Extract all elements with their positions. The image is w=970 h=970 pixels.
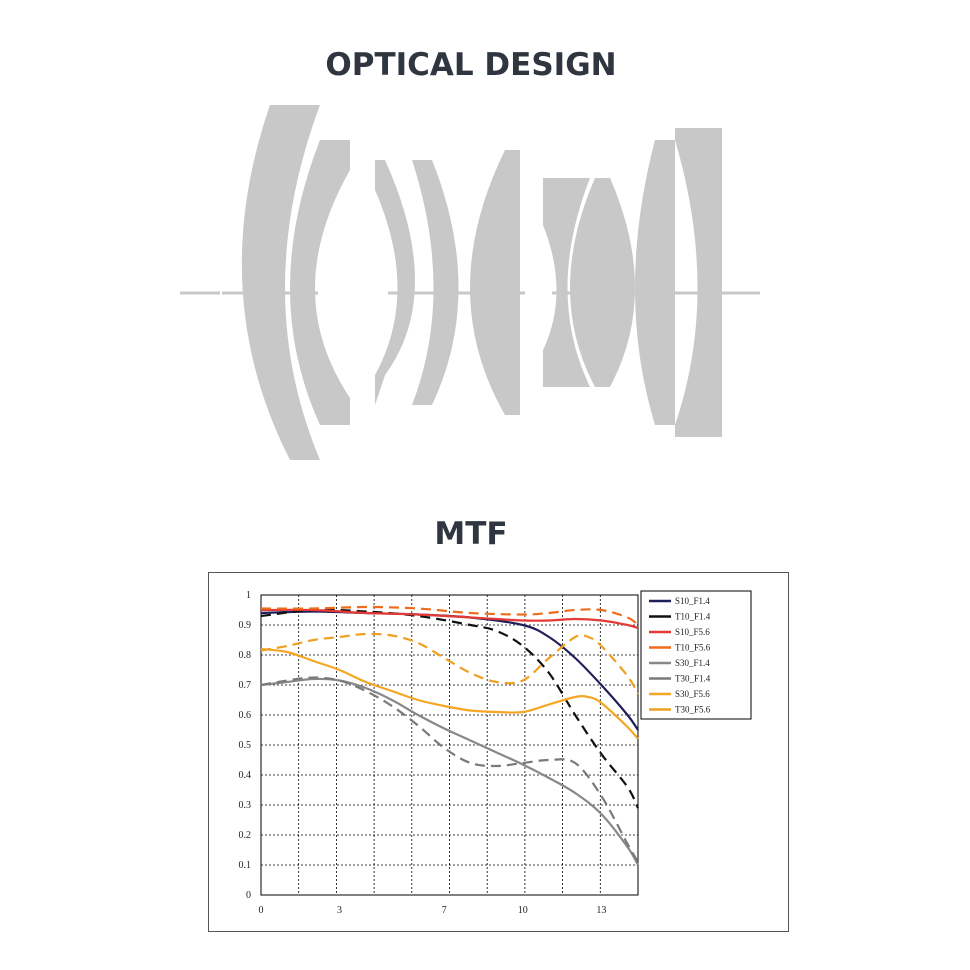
- legend-box: [640, 590, 752, 720]
- legend-label: T30_F5.6: [675, 705, 711, 715]
- plot-border: [260, 594, 639, 896]
- y-tick-label: 0.5: [239, 740, 252, 751]
- y-tick-label: 0: [246, 890, 251, 901]
- lens-element-9: [675, 128, 722, 437]
- legend-label: T10_F5.6: [675, 643, 711, 653]
- legend-label: T30_F1.4: [675, 674, 711, 684]
- legend-label: S30_F5.6: [675, 689, 710, 699]
- series-line-t10-f5-6: [260, 605, 639, 626]
- lens-element-8: [635, 140, 675, 425]
- x-tick-label: 0: [259, 905, 264, 916]
- series-line-t10-f1-4: [260, 608, 639, 809]
- lens-element-3: [375, 160, 415, 405]
- y-tick-label: 0.1: [239, 860, 252, 871]
- legend-label: S10_F1.4: [675, 596, 710, 606]
- x-tick-label: 13: [596, 905, 606, 916]
- mtf-title: MTF: [434, 516, 508, 552]
- lens-element-1: [241, 105, 320, 460]
- y-tick-label: 0.9: [239, 620, 252, 631]
- y-tick-label: 0.7: [239, 680, 252, 691]
- mtf-chart: 0 0.1 0.2 0.3 0.4 0.5 0.6 0.7 0.8 0.9 1 0 3 7 10 13 S10_…: [208, 572, 789, 932]
- lens-element-4: [412, 160, 459, 405]
- y-tick-label: 0.3: [239, 800, 252, 811]
- legend-label: S30_F1.4: [675, 658, 710, 668]
- lens-element-7: [570, 178, 635, 387]
- series-line-t30-f5-6: [260, 632, 639, 695]
- series-line-s30-f5-6: [260, 647, 639, 740]
- y-tick-label: 0.8: [239, 650, 252, 661]
- legend-label: S10_F5.6: [675, 627, 710, 637]
- series-line-t30-f1-4: [260, 676, 639, 863]
- lens-elements: [241, 105, 722, 460]
- mtf-plot: 00.10.20.30.40.50.60.70.80.910 3 7 10 13S10_…: [239, 590, 752, 916]
- x-tick-label: 3: [337, 905, 342, 916]
- y-tick-label: 1: [246, 590, 251, 601]
- x-tick-label: 10: [518, 905, 528, 916]
- y-tick-label: 0.4: [239, 770, 252, 781]
- y-tick-label: 0.6: [239, 710, 252, 721]
- lens-element-6: [543, 178, 590, 387]
- lens-diagram: [180, 105, 760, 460]
- y-tick-label: 0.2: [239, 830, 252, 841]
- series-line-s10-f5-6: [260, 608, 639, 630]
- lens-element-5: [470, 150, 520, 415]
- x-tick-label: 7: [442, 905, 447, 916]
- optical-design-title: OPTICAL DESIGN: [325, 47, 617, 83]
- lens-element-2: [290, 140, 350, 425]
- legend-label: T10_F1.4: [675, 612, 711, 622]
